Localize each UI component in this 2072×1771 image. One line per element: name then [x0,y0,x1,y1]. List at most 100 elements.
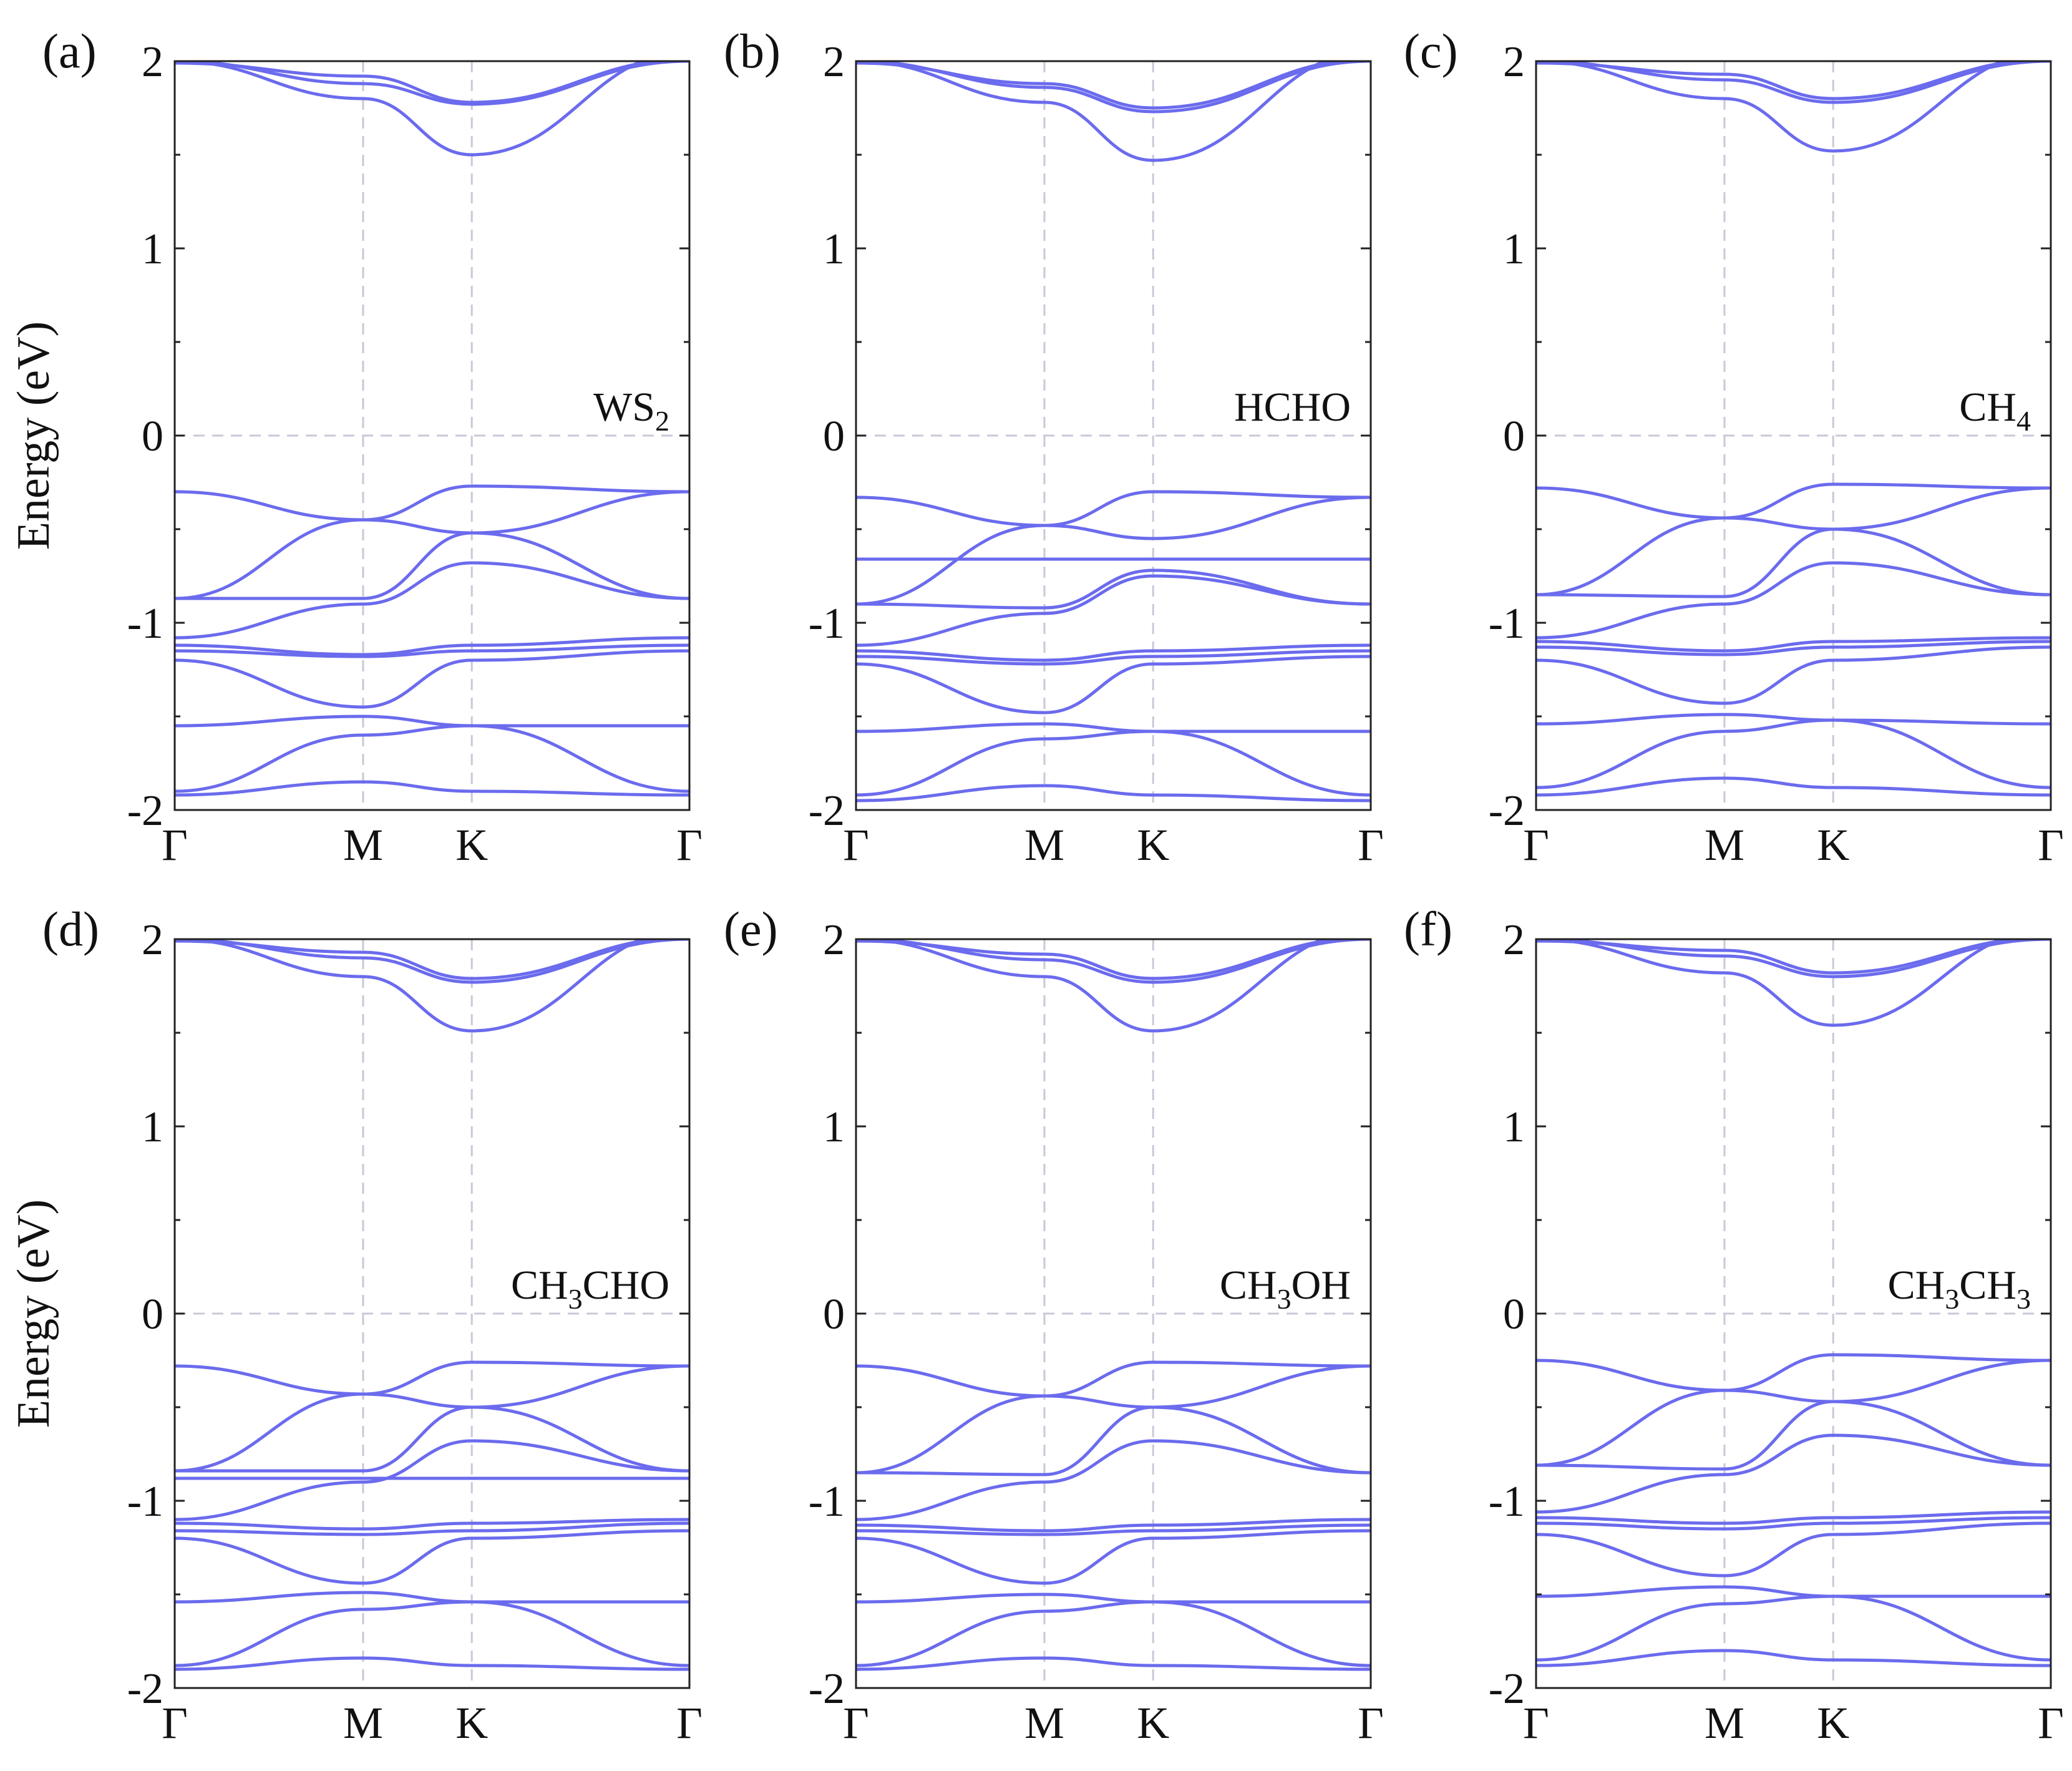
band-line-VB8 [1536,713,2051,726]
bands [1536,939,2051,1667]
y-tick-label: 0 [1503,412,1525,461]
band-line-VB4 [856,568,1371,610]
band-line-VB4 [1536,1433,2051,1514]
y-tick-label: -1 [1489,600,1525,648]
band-line-VB9 [1536,1594,2051,1662]
band-line-VB1 [1536,1353,2051,1392]
band-line-VB1 [175,1360,689,1396]
y-tick-label: 0 [823,1290,845,1339]
kpoint-label: Γ [676,1698,703,1748]
band-line-VB7 [175,1521,689,1536]
bands [856,61,1371,803]
band-line-CB1 [175,939,646,1033]
band-line-CB1 [856,939,1328,1033]
band-line-VB7 [856,649,1371,666]
y-tick-label: -1 [809,600,845,648]
band-line-VB7 [175,649,689,709]
band-line-VB9 [856,1600,1371,1667]
band-line-VB5 [175,1439,689,1521]
kpoint-label: Γ [843,1698,869,1748]
band-line-VB10 [1536,776,2051,797]
band-line-VB7 [856,1529,1371,1585]
band-line-VB10 [856,1656,1371,1671]
band-line-VB1 [175,484,689,522]
panel-label: (e) [724,902,778,956]
band-line-CB3 [856,61,1358,110]
kpoint-label: K [1137,1698,1169,1748]
band-panel-3: -2 -1 0 1 2 Γ M K Γ (c) CH4 [1404,24,2064,870]
band-line-VB5 [856,574,1371,647]
y-tick-label: -1 [127,1478,163,1526]
panel-label: (b) [724,24,781,78]
system-annotation: HCHO [1234,384,1351,430]
kpoint-label: K [1817,820,1849,870]
y-tick-label: -1 [1489,1478,1525,1526]
band-line-VB8 [856,1593,1371,1604]
kpoint-label: M [1024,1698,1064,1748]
band-line-CB1 [1536,939,2006,1027]
band-line-CB2 [856,939,1371,984]
band-line-VB4 [175,561,689,640]
y-tick-label: 2 [1503,916,1525,964]
band-line-VB1 [856,1360,1371,1398]
y-tick-label: 0 [823,412,845,461]
kpoint-label: M [1705,1698,1744,1748]
y-tick-label: 2 [1503,38,1525,86]
band-line-CB3 [1536,939,2036,975]
band-line-VB10 [1536,1649,2051,1667]
y-tick-label: -2 [127,1665,163,1713]
y-tick-label: 2 [142,38,163,86]
system-annotation: CH4 [1959,384,2031,437]
kpoint-label: Γ [1523,820,1549,870]
band-line-VB8 [175,715,689,728]
band-line-VB5 [1536,636,2051,653]
kpoint-label: Γ [162,1698,188,1748]
y-tick-label: 1 [142,225,163,273]
band-line-CB2 [175,939,689,984]
band-line-VB3 [1536,527,2051,598]
band-line-CB1 [856,61,1329,162]
y-tick-label: -1 [809,1478,845,1526]
kpoint-label: K [455,820,488,870]
kpoint-label: Γ [2038,1698,2064,1748]
band-line-VB2 [175,490,689,600]
band-line-CB1 [175,61,646,157]
band-line-VB5 [175,636,689,656]
kpoint-label: Γ [676,820,703,870]
band-panel-1: -2 -1 0 1 2 Γ M K Γ (a) WS2 Energy (eV) [8,24,703,870]
panel-label: (c) [1404,24,1458,78]
y-tick-label: 2 [823,916,845,964]
y-tick-label: 0 [1503,1290,1525,1339]
band-line-VB9 [1536,718,2051,789]
y-tick-label: 1 [1503,1103,1525,1151]
band-panel-6: -2 -1 0 1 2 Γ M K Γ (f) CH3CH3 [1404,902,2064,1748]
band-line-VB4 [856,1439,1371,1521]
panel-label: (a) [42,24,97,78]
bands [1536,61,2051,797]
kpoint-label: Γ [2038,820,2064,870]
kpoint-label: M [343,1698,383,1748]
band-line-VB7 [1536,1521,2051,1578]
band-line-VB10 [175,780,689,797]
band-line-VB6 [856,643,1371,662]
kpoint-label: Γ [843,820,869,870]
band-line-VB9 [175,724,689,793]
band-line-VB2 [856,1364,1371,1475]
kpoint-label: K [455,1698,488,1748]
band-line-CB2 [175,61,689,106]
band-line-CB2 [1536,61,2051,104]
y-tick-label: -1 [127,600,163,648]
y-tick-label: -2 [127,787,163,835]
y-tick-label: 1 [823,225,845,273]
system-annotation: CH3CHO [511,1262,669,1315]
band-line-CB2 [1536,939,2051,978]
band-line-VB10 [856,729,1371,797]
band-line-VB6 [1536,1516,2051,1531]
y-tick-label: -2 [1489,1665,1525,1713]
y-tick-label: 1 [823,1103,845,1151]
y-tick-label: 0 [142,1290,163,1339]
band-line-VB3 [175,531,689,600]
y-axis-label: Energy (eV) [8,1199,59,1428]
band-panel-4: -2 -1 0 1 2 Γ M K Γ (d) CH3CHO Energy (eV) [8,902,703,1748]
y-axis-label: Energy (eV) [8,321,59,550]
